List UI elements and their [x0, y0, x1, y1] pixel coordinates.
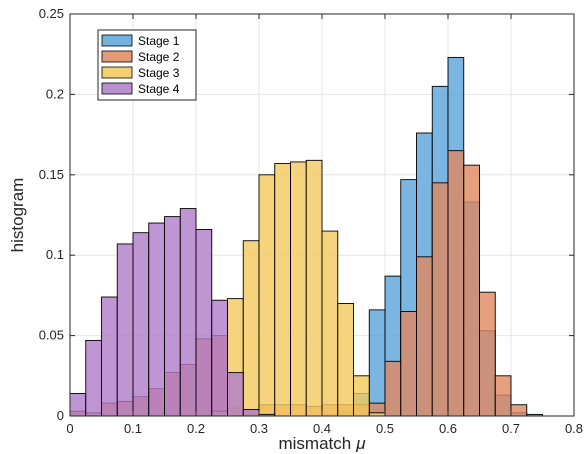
histogram-bar [85, 339, 102, 417]
histogram-bar [116, 243, 134, 417]
x-tick-label: 0.7 [502, 421, 520, 436]
x-tick-label: 0.8 [565, 421, 583, 436]
y-tick-label: 0.15 [39, 167, 64, 182]
histogram-bar [258, 174, 276, 417]
legend-swatch [101, 34, 133, 47]
y-axis-title: histogram [8, 178, 27, 253]
histogram-bar [211, 299, 228, 417]
legend-item: Stage 1 [101, 34, 180, 48]
x-tick-label: 0.3 [250, 421, 268, 436]
legend-label: Stage 2 [138, 50, 180, 64]
legend-item: Stage 3 [101, 66, 180, 80]
histogram-bar [321, 230, 339, 417]
y-tick-label: 0.05 [39, 328, 64, 343]
histogram-bar [101, 296, 118, 417]
x-axis-ticks: 0 0.1 0.2 0.3 0.4 0.5 0.6 0.7 0.8 [66, 14, 583, 436]
legend-swatch [101, 50, 133, 63]
histogram-bar [400, 311, 417, 417]
histogram-bar [195, 229, 213, 417]
y-tick-label: 0.2 [46, 86, 64, 101]
x-tick-label: 0.5 [376, 421, 394, 436]
legend-item: Stage 2 [101, 50, 180, 64]
histogram-bar [227, 372, 244, 417]
histogram-bar [337, 302, 354, 417]
histogram-bar [132, 232, 150, 417]
histogram-bar [305, 159, 323, 417]
x-tick-label: 0.1 [124, 421, 142, 436]
histogram-bars [69, 56, 543, 417]
legend-swatch [101, 66, 133, 79]
legend: Stage 1 Stage 2 Stage 3 Stage 4 [97, 29, 197, 101]
histogram-bar [242, 409, 260, 417]
histogram-bar [494, 375, 512, 417]
histogram-bar [164, 216, 181, 417]
legend-item: Stage 4 [101, 82, 180, 96]
x-axis-title-text: mismatch [278, 434, 351, 453]
histogram-bar [431, 182, 449, 417]
x-tick-label: 0.2 [187, 421, 205, 436]
histogram-bar [179, 208, 197, 417]
histogram-bar [290, 161, 307, 417]
histogram-bar [242, 240, 260, 417]
y-tick-label: 0.1 [46, 247, 64, 262]
histogram-bar [510, 404, 528, 417]
legend-swatch [101, 82, 133, 95]
histogram-bar [353, 375, 370, 417]
histogram-bar [69, 393, 87, 417]
x-axis-title-symbol: μ [355, 434, 366, 453]
histogram-bar [274, 163, 291, 417]
y-tick-label: 0 [57, 408, 64, 423]
histogram-bar [148, 222, 165, 417]
x-tick-label: 0.4 [313, 421, 331, 436]
x-tick-label: 0 [66, 421, 73, 436]
legend-label: Stage 1 [138, 34, 180, 48]
histogram-bar [384, 360, 402, 417]
series-4 [69, 208, 276, 417]
y-tick-label: 0.25 [39, 6, 64, 21]
histogram-bar [368, 309, 386, 417]
histogram-bar [447, 150, 465, 417]
histogram-bar [479, 291, 496, 417]
x-axis-title: mismatch μ [278, 434, 366, 453]
x-tick-label: 0.6 [439, 421, 457, 436]
legend-label: Stage 3 [138, 66, 180, 80]
histogram-bar [463, 164, 480, 417]
histogram-bar [416, 256, 433, 417]
y-axis-ticks: 0 0.05 0.1 0.15 0.2 0.25 [39, 6, 574, 423]
series-3 [211, 159, 386, 417]
legend-label: Stage 4 [138, 82, 180, 96]
